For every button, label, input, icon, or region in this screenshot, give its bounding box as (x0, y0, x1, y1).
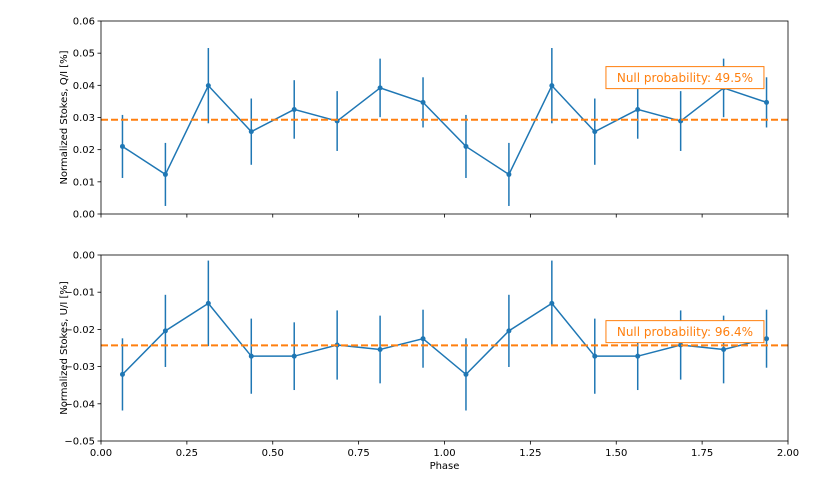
data-point (721, 346, 727, 352)
data-point (764, 336, 770, 342)
data-point (549, 83, 555, 89)
axes-frame (100, 254, 789, 442)
x-tick-label: 0.00 (90, 448, 112, 459)
y-tick-label: 0.04 (73, 81, 95, 92)
y-tick-label: −0.03 (64, 362, 95, 373)
x-tick-label: 0.50 (262, 448, 284, 459)
data-point (463, 371, 469, 377)
data-point (162, 171, 168, 177)
data-point (205, 300, 211, 306)
data-point (592, 353, 598, 359)
data-point (420, 336, 426, 342)
y-tick-label: −0.02 (64, 325, 95, 336)
data-point (377, 346, 383, 352)
axes-frame (100, 20, 789, 215)
series-line (122, 84, 767, 176)
x-axis-label: Phase (430, 461, 460, 472)
x-tick-label: 1.75 (691, 448, 713, 459)
data-point (635, 106, 641, 112)
data-point (291, 106, 297, 112)
y-tick-label: 0.00 (73, 210, 95, 221)
y-tick-label: 0.00 (73, 251, 95, 262)
series-line (121, 302, 767, 376)
y-tick-label: 0.03 (73, 113, 95, 124)
data-point (377, 85, 383, 91)
data-point (248, 129, 254, 135)
data-point (119, 143, 125, 149)
data-point (119, 371, 125, 377)
null-probability-box (605, 66, 765, 90)
data-point (635, 353, 641, 359)
data-point (248, 353, 254, 359)
y-tick-label: 0.06 (73, 17, 95, 28)
null-probability-label: Null probability: 96.4% (617, 325, 753, 339)
data-point (592, 129, 598, 135)
y-tick-label: −0.01 (64, 288, 95, 299)
y-tick-label: 0.01 (73, 177, 95, 188)
null-probability-box (605, 320, 765, 344)
x-tick-label: 0.25 (176, 448, 198, 459)
panel-u-over-i: 0.00 0.25 0.50 0.75 1.00 1.25 1.50 1.75 2.00 −0.0… (59, 251, 799, 473)
data-point (506, 171, 512, 177)
data-point (506, 328, 512, 334)
y-tick-label: −0.04 (64, 399, 95, 410)
x-tick-label: 1.50 (605, 448, 627, 459)
y-tick-label: 0.05 (73, 49, 95, 60)
data-point (291, 353, 297, 359)
data-point (764, 99, 770, 105)
panel-q-over-i: 0.00 0.01 0.02 0.03 0.04 0.05 0.06 Normalized S… (59, 17, 789, 221)
data-point (463, 143, 469, 149)
x-tick-label: 1.25 (519, 448, 541, 459)
y-axis-label: Normalized Stokes, U/I [%] (59, 281, 70, 415)
y-tick-label: −0.05 (64, 437, 95, 448)
x-tick-label: 2.00 (777, 448, 799, 459)
x-tick-label: 1.00 (433, 448, 455, 459)
y-axis-label: Normalized Stokes, Q/I [%] (59, 50, 70, 184)
null-probability-label: Null probability: 49.5% (617, 71, 753, 85)
x-tick-label: 0.75 (347, 448, 369, 459)
data-point (205, 83, 211, 89)
y-tick-label: 0.02 (73, 145, 95, 156)
data-point (420, 99, 426, 105)
data-point (549, 300, 555, 306)
data-point (162, 328, 168, 334)
